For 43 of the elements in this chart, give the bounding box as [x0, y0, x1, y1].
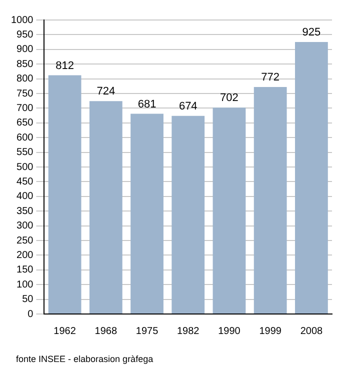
bar [172, 116, 205, 314]
bar [48, 75, 82, 314]
data-label: 724 [96, 86, 116, 98]
y-tick-label: 300 [16, 220, 34, 232]
data-label: 681 [138, 98, 156, 110]
data-label: 812 [56, 60, 74, 72]
bar [212, 108, 246, 314]
source-note: fonte INSEE - elaborasion gràfega [16, 354, 154, 364]
bar [130, 114, 164, 314]
data-label: 674 [178, 100, 198, 112]
x-tick-label: 2008 [300, 326, 324, 337]
y-tick-label: 250 [16, 235, 34, 246]
bar [89, 101, 122, 314]
x-tick-label: 1962 [54, 326, 76, 337]
y-tick-label: 800 [16, 74, 34, 85]
y-tick-label: 350 [16, 206, 34, 217]
x-tick-label: 1982 [177, 326, 200, 337]
y-tick-label: 550 [16, 147, 34, 158]
y-tick-label: 200 [16, 250, 34, 261]
y-tick-label: 150 [16, 264, 34, 276]
y-tick-label: 650 [16, 118, 34, 129]
y-tick-label: 0 [28, 308, 34, 320]
y-tick-label: 950 [16, 29, 34, 40]
x-tick-label: 1990 [218, 326, 241, 337]
data-label: 925 [302, 26, 321, 39]
y-tick-label: 750 [16, 88, 34, 100]
y-tick-label: 1000 [10, 14, 34, 26]
y-tick-label: 850 [16, 58, 34, 70]
y-tick-label: 600 [16, 132, 34, 144]
y-tick-label: 900 [16, 44, 34, 56]
x-tick-label: 1968 [94, 326, 118, 337]
y-tick-label: 450 [16, 176, 34, 188]
bar [295, 42, 328, 314]
data-label: 772 [261, 72, 280, 84]
x-tick-label: 1975 [136, 326, 159, 337]
data-label: 702 [220, 92, 238, 104]
y-tick-label: 100 [16, 279, 34, 290]
y-tick-label: 500 [16, 162, 34, 173]
x-tick-label: 1999 [259, 326, 282, 337]
y-tick-label: 700 [16, 102, 34, 114]
y-tick-label: 400 [16, 191, 34, 202]
y-tick-label: 50 [22, 294, 34, 306]
bar [254, 87, 287, 314]
